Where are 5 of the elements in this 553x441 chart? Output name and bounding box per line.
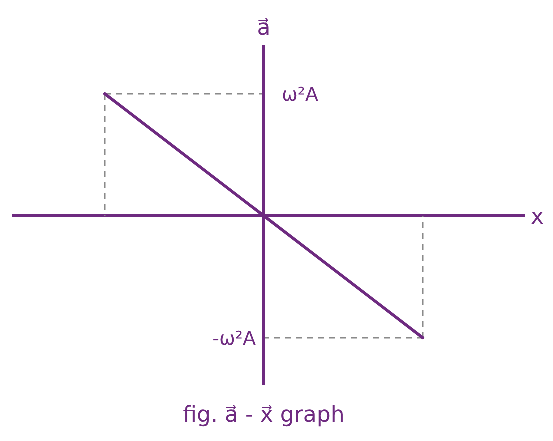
ref-line-label: -ω²A: [212, 328, 256, 350]
text: fig. a⃗ - x⃗ graph: [183, 403, 345, 428]
y-axis-title: a⃗: [257, 16, 271, 41]
ref-line-label: ω²A: [282, 84, 319, 106]
x-axis-title: x: [531, 205, 544, 230]
